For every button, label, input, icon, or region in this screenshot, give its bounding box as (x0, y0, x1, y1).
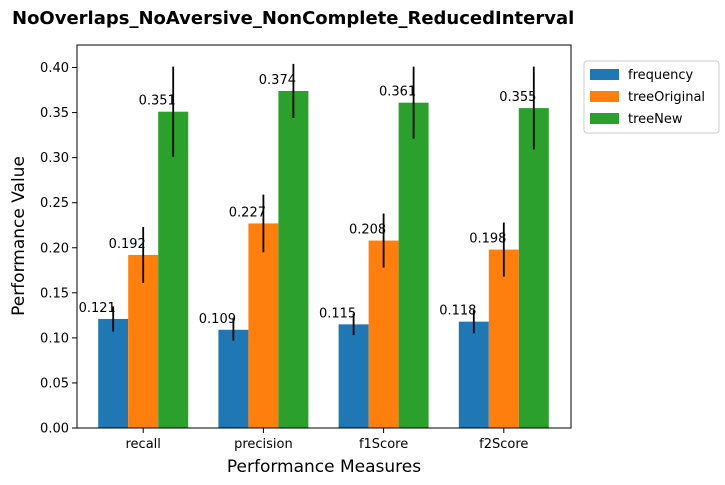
x-tick-label-recall: recall (125, 437, 160, 452)
bar-treeNew-f1Score (398, 102, 429, 429)
y-tick-label: 0.05 (40, 376, 69, 391)
value-label-treeNew-recall: 0.351 (139, 94, 176, 109)
x-axis-label: Performance Measures (227, 457, 421, 477)
y-tick-label: 0.30 (40, 151, 69, 166)
legend-swatch-treeNew (590, 113, 619, 124)
legend-label-frequency: frequency (628, 68, 694, 83)
error-bars-layer (112, 63, 535, 341)
x-axis: recall precision f1Score f2Score (125, 428, 528, 452)
value-label-frequency-f2Score: 0.118 (439, 304, 476, 319)
bar-treeNew-precision (278, 90, 309, 429)
legend-swatch-frequency (590, 69, 619, 80)
bar-frequency-recall (98, 318, 129, 428)
legend-label-treeOriginal: treeOriginal (628, 90, 705, 105)
value-label-frequency-precision: 0.109 (199, 312, 236, 327)
y-tick-label: 0.15 (40, 286, 69, 301)
y-tick-label: 0.10 (40, 331, 69, 346)
value-label-treeNew-f2Score: 0.355 (499, 90, 536, 105)
bar-frequency-precision (218, 329, 249, 428)
value-labels-layer: 0.121 0.109 0.115 0.118 0.192 0.227 0.208 0.198… (79, 73, 537, 327)
bar-frequency-f1Score (338, 324, 369, 428)
value-label-treeNew-f1Score: 0.361 (379, 85, 416, 100)
legend: frequency treeOriginal treeNew (583, 60, 720, 134)
y-tick-label: 0.00 (40, 422, 69, 437)
legend-items: frequency treeOriginal treeNew (590, 68, 705, 127)
bar-treeNew-f2Score (518, 108, 549, 428)
y-tick-label: 0.40 (40, 61, 69, 76)
plot-area (76, 44, 572, 429)
bar-treeOriginal-precision (248, 223, 279, 428)
value-label-frequency-recall: 0.121 (79, 301, 116, 316)
bar-treeOriginal-f2Score (488, 249, 519, 428)
x-tick-label-precision: precision (234, 437, 293, 452)
legend-swatch-treeOriginal (590, 91, 619, 102)
value-label-treeOriginal-f1Score: 0.208 (349, 223, 386, 238)
value-label-treeNew-precision: 0.374 (259, 73, 296, 88)
y-tick-label: 0.35 (40, 106, 69, 121)
value-label-treeOriginal-recall: 0.192 (109, 237, 146, 252)
value-label-treeOriginal-f2Score: 0.198 (469, 232, 506, 247)
y-axis-label: Performance Value (9, 156, 29, 316)
x-tick-label-f1Score: f1Score (359, 437, 408, 452)
bar-treeOriginal-recall (128, 254, 159, 428)
value-label-treeOriginal-precision: 0.227 (229, 205, 266, 220)
chart-title: NoOverlaps_NoAversive_NonComplete_Reduce… (12, 8, 574, 29)
x-tick-label-f2Score: f2Score (479, 437, 528, 452)
y-tick-label: 0.20 (40, 241, 69, 256)
bar-treeNew-recall (158, 111, 189, 428)
bar-frequency-f2Score (458, 321, 489, 428)
bar-treeOriginal-f1Score (368, 240, 399, 428)
value-label-frequency-f1Score: 0.115 (319, 306, 356, 321)
y-tick-label: 0.25 (40, 196, 69, 211)
legend-label-treeNew: treeNew (628, 112, 683, 127)
y-axis: 0.00 0.05 0.10 0.15 0.20 0.25 0.30 0.35 0.40 (40, 61, 77, 437)
bars-layer (98, 90, 549, 429)
